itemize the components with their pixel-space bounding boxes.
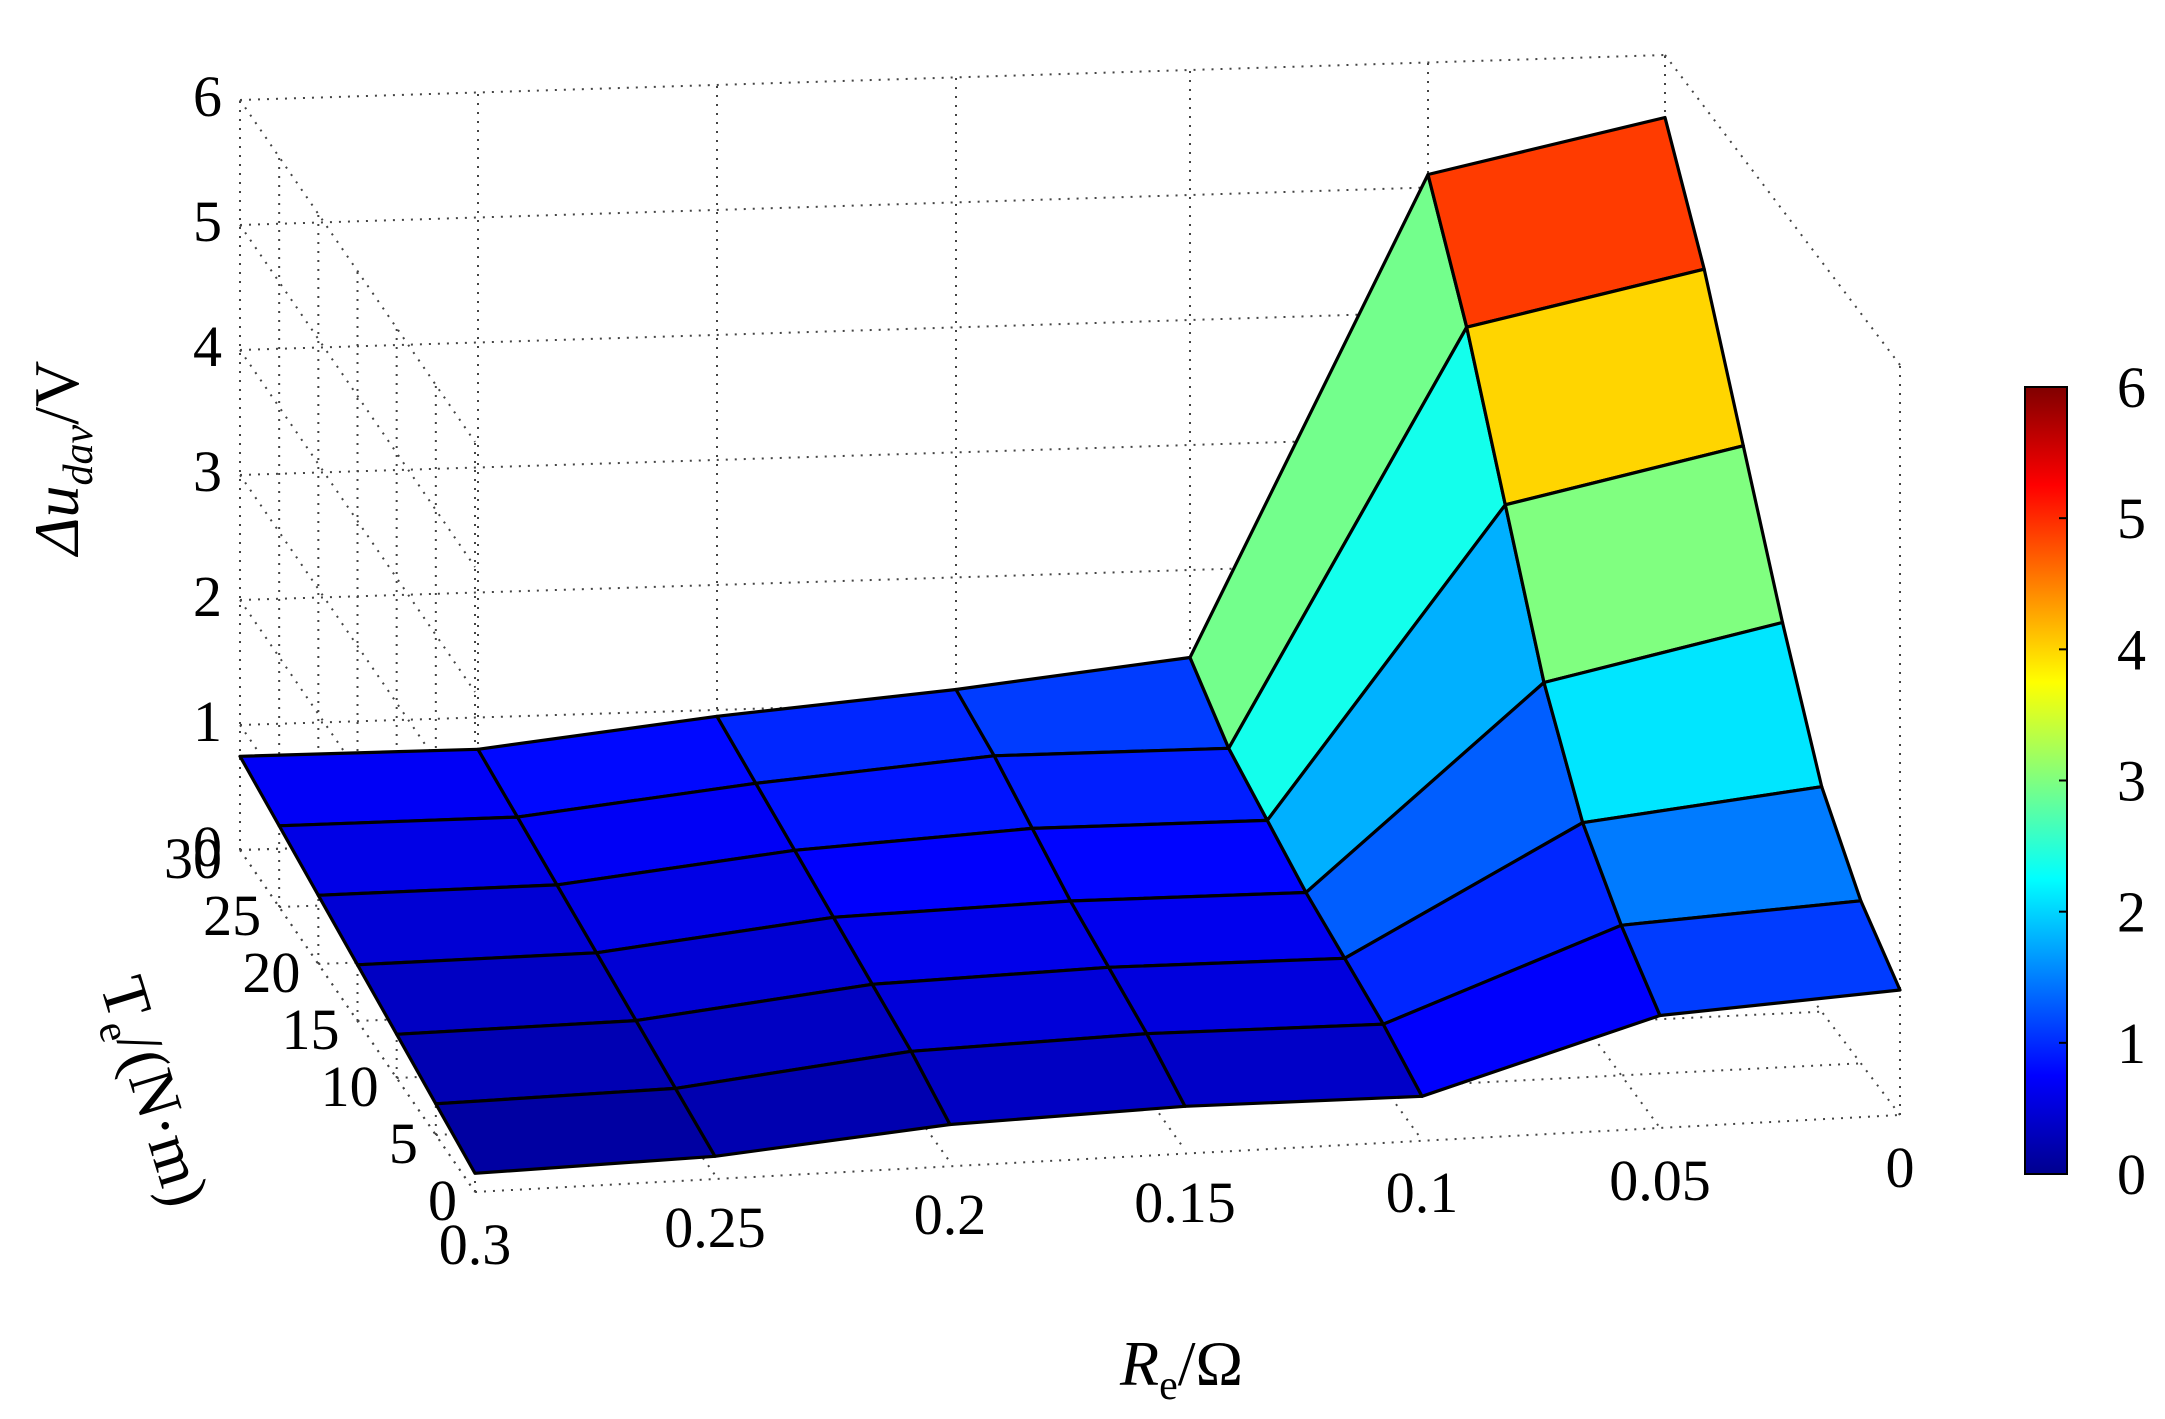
y-label-unit: /(N·m) — [103, 1024, 223, 1215]
x-axis-label: Re/Ω — [1119, 1328, 1243, 1409]
colorbar-tick-label: 5 — [2117, 486, 2146, 551]
surface-patch — [954, 655, 1231, 758]
surface-patch — [1030, 818, 1308, 903]
surface-patch — [1619, 899, 1902, 1018]
surface-patch — [277, 815, 559, 897]
colorbar-tick-label: 3 — [2117, 749, 2146, 814]
colorbar-ticks: 0 1 2 3 4 5 6 — [2059, 355, 2146, 1207]
grid-line — [474, 1114, 1901, 1193]
colorbar-tick-label: 4 — [2117, 617, 2146, 682]
y-tick-label: 30 — [164, 826, 222, 891]
tick-labels: 0.3 0.25 0.2 0.15 0.1 0.05 0302520151050012345… — [164, 64, 1915, 1277]
surface-patch — [909, 1032, 1187, 1127]
z-tick-label: 1 — [193, 689, 222, 754]
surface-patch — [434, 1086, 717, 1175]
z-axis-label: Δudav/V — [21, 361, 102, 558]
surface-patch — [1068, 890, 1347, 969]
grid-line — [1664, 54, 1901, 366]
grid-line — [239, 99, 476, 443]
y-axis-label: Te/(N·m) — [77, 968, 224, 1217]
colorbar-tick-label: 1 — [2117, 1011, 2146, 1076]
z-tick-label: 6 — [193, 64, 222, 129]
svg-text:Δudav/V: Δudav/V — [21, 361, 102, 558]
x-tick-label: 0.15 — [1134, 1170, 1236, 1235]
x-tick-label: 0.25 — [664, 1195, 766, 1260]
svg-text:Te/(N·m): Te/(N·m) — [77, 968, 223, 1217]
colorbar: 0 1 2 3 4 5 6 — [2024, 355, 2146, 1207]
surface-patch — [1145, 1022, 1424, 1108]
grid-line — [435, 1062, 1861, 1136]
surface-patch — [992, 746, 1269, 831]
y-tick-label: 5 — [389, 1111, 418, 1176]
x-tick-label: 0.05 — [1609, 1148, 1711, 1213]
z-label-sub: dav — [56, 424, 102, 485]
grid-line — [239, 349, 476, 693]
x-tick-label: 0 — [1886, 1135, 1915, 1200]
z-label-unit: /V — [21, 361, 92, 425]
y-tick-label: 25 — [203, 883, 261, 948]
y-tick-label: 15 — [282, 997, 340, 1062]
grid-line — [239, 474, 476, 818]
z-tick-label: 0 — [193, 814, 222, 879]
surface-patch — [1107, 956, 1385, 1036]
grid-line — [239, 224, 476, 568]
surface-patch — [316, 883, 599, 967]
z-tick-label: 2 — [193, 564, 222, 629]
svg-text:Re/Ω: Re/Ω — [1119, 1328, 1243, 1409]
colorbar-tick-label: 0 — [2117, 1142, 2146, 1207]
x-tick-label: 0.3 — [439, 1212, 512, 1277]
x-label-sub: e — [1159, 1363, 1178, 1409]
x-label-main: R — [1119, 1328, 1159, 1399]
surface-patch — [238, 747, 520, 828]
y-tick-label: 0 — [428, 1168, 457, 1233]
y-tick-label: 10 — [321, 1054, 379, 1119]
x-tick-label: 0.2 — [914, 1182, 987, 1247]
colorbar-tick-label: 6 — [2117, 355, 2146, 420]
z-tick-label: 4 — [193, 314, 222, 379]
y-tick-label: 20 — [242, 940, 300, 1005]
x-tick-label: 0.1 — [1386, 1160, 1459, 1225]
x-label-unit: /Ω — [1178, 1328, 1243, 1399]
grid-line — [239, 54, 1666, 101]
z-tick-label: 5 — [193, 189, 222, 254]
z-tick-label: 3 — [193, 439, 222, 504]
surface-plot — [238, 115, 1902, 1175]
colorbar-tick-label: 2 — [2117, 880, 2146, 945]
z-label-main: Δu — [21, 485, 92, 558]
